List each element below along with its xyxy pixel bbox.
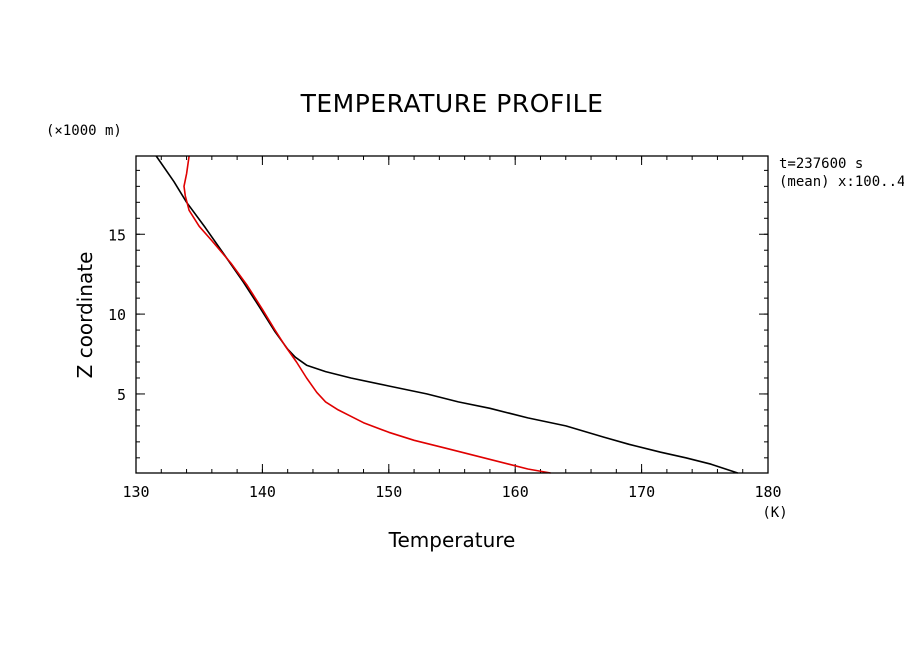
- tick-labels: 130 140 150 160 170 180 5 10 15: [108, 226, 782, 501]
- plot-frame: [135, 155, 769, 474]
- x-tick-label: 150: [375, 483, 402, 501]
- series-lines: [155, 155, 738, 474]
- series-line-1: [155, 155, 738, 474]
- series-line-2: [183, 155, 551, 474]
- y-tick-label: 10: [108, 306, 126, 324]
- y-tick-label: 15: [108, 226, 126, 244]
- x-tick-label: 160: [502, 483, 529, 501]
- x-axis-label: Temperature: [388, 528, 516, 552]
- mean-range-annotation: (mean) x:100..4: [779, 174, 904, 190]
- x-tick-label: 170: [628, 483, 655, 501]
- x-axis-unit: (K): [762, 505, 787, 521]
- y-axis-label: Z coordinate: [73, 252, 97, 379]
- axis-ticks: [135, 156, 769, 473]
- chart-title: TEMPERATURE PROFILE: [300, 89, 604, 118]
- y-tick-label: 5: [117, 386, 126, 404]
- x-tick-label: 130: [122, 483, 149, 501]
- x-tick-label: 140: [249, 483, 276, 501]
- time-annotation: t=237600 s: [779, 156, 863, 172]
- y-axis-unit: (×1000 m): [46, 123, 122, 139]
- x-tick-label: 180: [754, 483, 781, 501]
